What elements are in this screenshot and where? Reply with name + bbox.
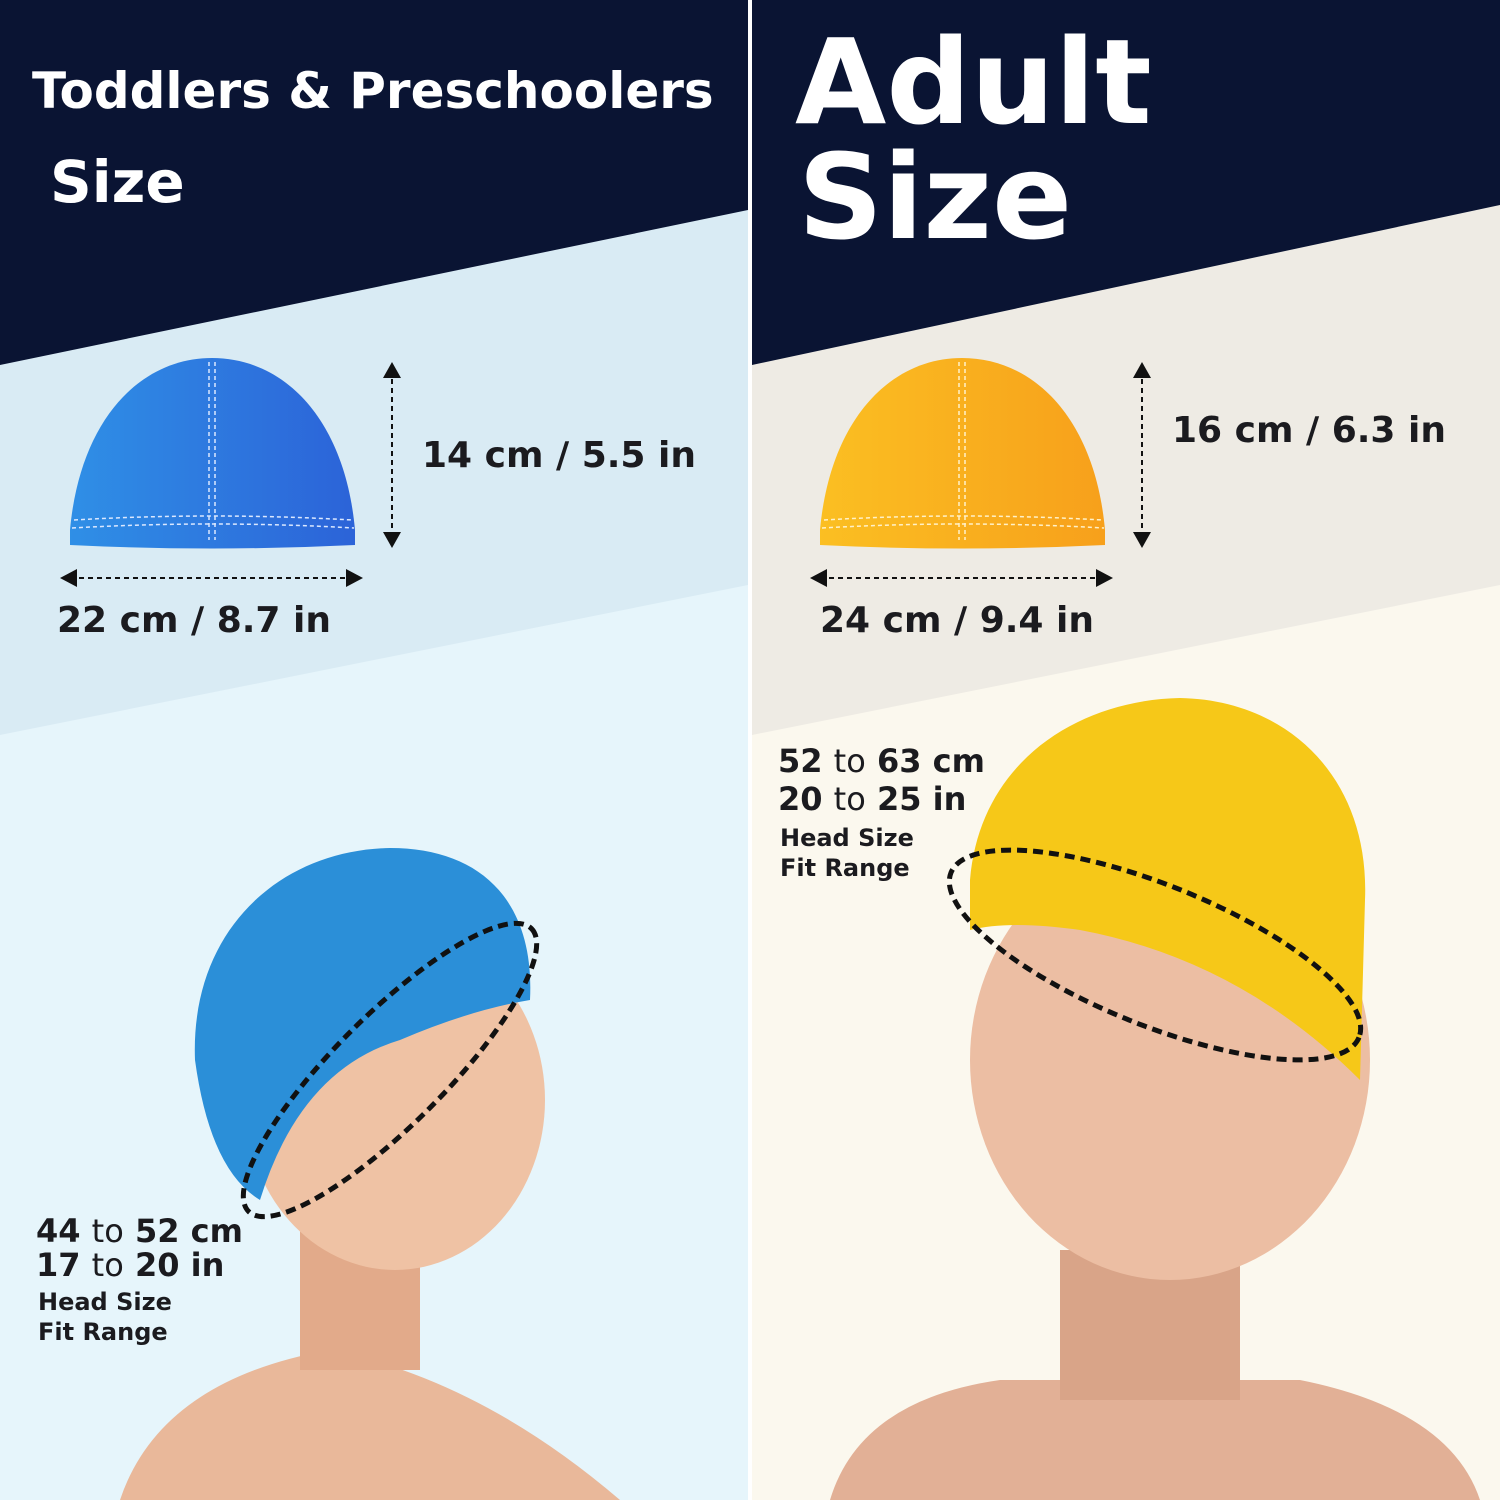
kids-title-line2: Size [50,148,185,216]
adult-width-arrow [810,569,1113,587]
kids-height-arrow [383,362,401,548]
adult-photo [830,698,1480,1500]
kids-title-line1: Toddlers & Preschoolers [32,62,714,120]
kids-height-label: 14 cm / 5.5 in [422,435,696,476]
kids-width-arrow [60,569,363,587]
kids-range-caption-2: Fit Range [38,1318,168,1346]
adult-range-in: 20 to 25 in [778,780,967,818]
adult-range-cm: 52 to 63 cm [778,742,985,780]
kids-range-in: 17 to 20 in [36,1246,225,1284]
kids-width-label: 22 cm / 8.7 in [57,600,331,641]
kids-range-cm: 44 to 52 cm [36,1212,243,1250]
adult-title-line2: Size [798,128,1073,266]
child-photo [120,848,620,1500]
adult-height-arrow [1133,362,1151,548]
adult-title-line1: Adult [795,13,1152,151]
kids-range-caption-1: Head Size [38,1288,172,1316]
adult-range-caption-2: Fit Range [780,854,910,882]
adult-range-caption-1: Head Size [780,824,914,852]
adult-width-label: 24 cm / 9.4 in [820,600,1094,641]
kids-cap-illustration [70,358,355,549]
adult-cap-illustration [820,358,1105,549]
adult-height-label: 16 cm / 6.3 in [1172,410,1446,451]
